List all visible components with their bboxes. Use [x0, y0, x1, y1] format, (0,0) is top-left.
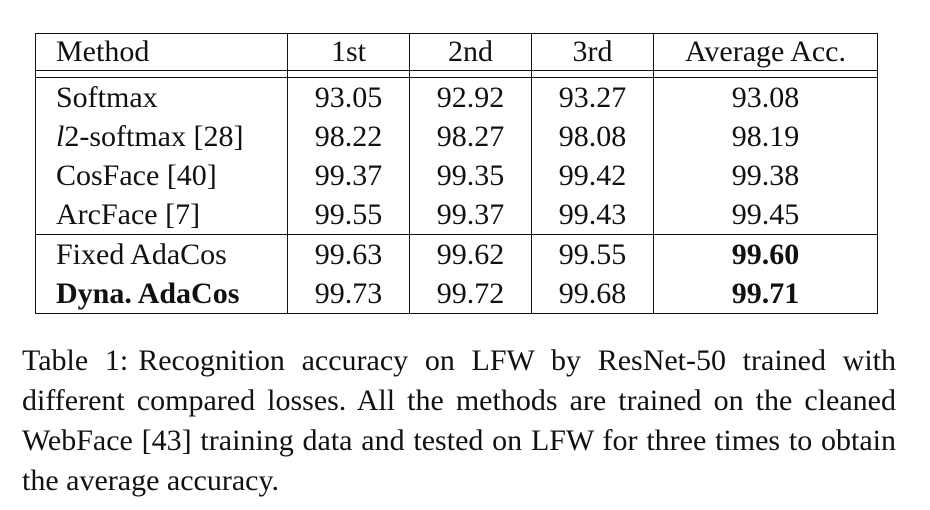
score-3rd: 98.08 — [531, 117, 654, 156]
score-3rd: 99.42 — [531, 156, 654, 195]
header-2nd: 2nd — [409, 33, 532, 71]
header-1st: 1st — [287, 33, 410, 71]
score-1st: 99.37 — [287, 156, 410, 195]
table-row-dyna-adacos: Dyna. AdaCos 99.73 99.72 99.68 99.71 — [35, 274, 878, 314]
score-average: 99.60 — [653, 234, 878, 274]
score-2nd: 99.72 — [409, 274, 532, 314]
header-gap — [35, 70, 878, 78]
score-1st: 99.73 — [287, 274, 410, 314]
method-suffix: 2-softmax [28] — [64, 120, 244, 153]
score-1st: 99.63 — [287, 234, 410, 274]
method-italic-prefix: l — [56, 120, 65, 153]
caption-text: Recognition accuracy on LFW by ResNet-50… — [22, 344, 897, 497]
score-1st: 93.05 — [287, 77, 410, 117]
header-average-acc: Average Acc. — [653, 33, 878, 71]
results-table: Method 1st 2nd 3rd Average Acc. Softmax … — [35, 33, 878, 314]
header-3rd: 3rd — [531, 33, 654, 71]
results-table-container: Method 1st 2nd 3rd Average Acc. Softmax … — [35, 33, 878, 314]
score-1st: 98.22 — [287, 117, 410, 156]
score-3rd: 99.68 — [531, 274, 654, 314]
header-method: Method — [35, 33, 288, 71]
score-average: 93.08 — [653, 77, 878, 117]
score-3rd: 99.43 — [531, 195, 654, 235]
table-row-fixed-adacos: Fixed AdaCos 99.63 99.62 99.55 99.60 — [35, 234, 878, 274]
table-caption: Table 1: Recognition accuracy on LFW by R… — [22, 341, 896, 501]
score-2nd: 98.27 — [409, 117, 532, 156]
method-cell: Fixed AdaCos — [35, 234, 288, 274]
score-2nd: 99.35 — [409, 156, 532, 195]
score-average: 99.45 — [653, 195, 878, 235]
score-average: 99.38 — [653, 156, 878, 195]
header-row: Method 1st 2nd 3rd Average Acc. — [35, 33, 878, 71]
score-2nd: 92.92 — [409, 77, 532, 117]
table-row-arcface: ArcFace [7] 99.55 99.37 99.43 99.45 — [35, 195, 878, 235]
method-cell: Dyna. AdaCos — [35, 274, 288, 314]
table-row-l2-softmax: l2-softmax [28] 98.22 98.27 98.08 98.19 — [35, 117, 878, 156]
method-cell: CosFace [40] — [35, 156, 288, 195]
method-cell: Softmax — [35, 77, 288, 117]
score-1st: 99.55 — [287, 195, 410, 235]
method-cell: ArcFace [7] — [35, 195, 288, 235]
caption-label: Table 1: — [22, 344, 129, 377]
score-2nd: 99.37 — [409, 195, 532, 235]
method-cell: l2-softmax [28] — [35, 117, 288, 156]
table-row-softmax: Softmax 93.05 92.92 93.27 93.08 — [35, 77, 878, 117]
score-average: 99.71 — [653, 274, 878, 314]
score-3rd: 93.27 — [531, 77, 654, 117]
score-3rd: 99.55 — [531, 234, 654, 274]
score-average: 98.19 — [653, 117, 878, 156]
score-2nd: 99.62 — [409, 234, 532, 274]
table-row-cosface: CosFace [40] 99.37 99.35 99.42 99.38 — [35, 156, 878, 195]
